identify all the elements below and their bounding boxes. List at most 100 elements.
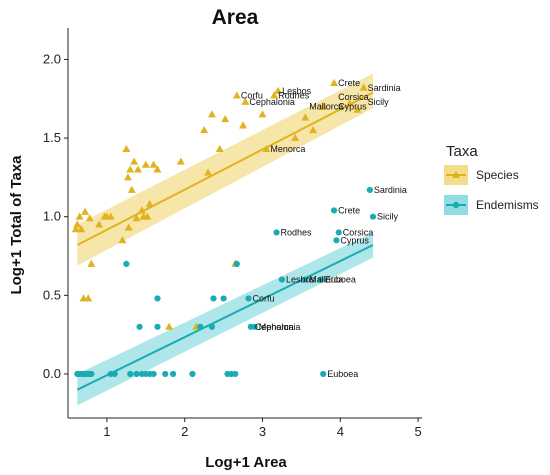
data-point-species bbox=[270, 91, 279, 99]
data-point-endemisms bbox=[232, 370, 239, 378]
data-point-endemisms bbox=[273, 229, 280, 236]
point-label: Corsica bbox=[343, 227, 374, 237]
data-point-species bbox=[132, 214, 141, 222]
point-label: Lesbos bbox=[282, 86, 312, 96]
data-point-species bbox=[301, 113, 310, 121]
data-point-species bbox=[319, 102, 328, 110]
point-label: Cyprus bbox=[338, 102, 367, 112]
confidence-band-endemisms bbox=[77, 232, 373, 406]
data-point-species bbox=[200, 126, 209, 134]
data-point-species bbox=[215, 144, 224, 153]
point-label: Lesbos bbox=[286, 275, 316, 285]
data-point-species bbox=[122, 144, 131, 153]
data-point-species bbox=[359, 83, 368, 91]
data-point-species bbox=[258, 110, 267, 118]
point-label: Euboea bbox=[327, 369, 358, 379]
data-point-endemisms bbox=[330, 207, 338, 214]
data-point-endemisms bbox=[150, 370, 157, 378]
data-point-species bbox=[153, 165, 162, 173]
data-point-endemisms bbox=[154, 295, 161, 302]
data-point-endemisms bbox=[278, 276, 286, 283]
data-point-species bbox=[291, 133, 300, 142]
legend-label-species: Species bbox=[476, 168, 519, 182]
data-point-endemisms bbox=[233, 260, 240, 267]
legend-title: Taxa bbox=[446, 143, 478, 160]
data-point-endemisms bbox=[136, 323, 143, 330]
point-label: Menorca bbox=[270, 144, 305, 154]
data-point-species bbox=[149, 160, 158, 168]
x-axis-label: Log+1 Area bbox=[205, 454, 287, 471]
data-point-endemisms bbox=[245, 295, 252, 302]
point-label: Cyprus bbox=[340, 235, 369, 245]
point-label: Sardinia bbox=[368, 83, 401, 93]
data-point-species bbox=[85, 214, 94, 222]
data-point-species bbox=[330, 78, 339, 86]
point-label: Mallorca bbox=[309, 275, 343, 285]
data-point-species bbox=[239, 121, 248, 129]
data-point-endemisms bbox=[123, 260, 130, 267]
point-label: Sardinia bbox=[374, 185, 407, 195]
data-point-species bbox=[106, 212, 115, 220]
data-point-endemisms bbox=[169, 370, 177, 378]
data-point-species bbox=[87, 259, 96, 267]
data-point-species bbox=[345, 99, 354, 107]
legend-label-endemisms: Endemisms bbox=[476, 198, 539, 212]
data-point-endemisms bbox=[162, 370, 169, 378]
data-point-endemisms bbox=[133, 370, 140, 378]
data-point-endemisms bbox=[317, 276, 324, 283]
data-point-species bbox=[221, 115, 230, 123]
fit-line-endemisms bbox=[76, 244, 374, 391]
point-label: Euboea bbox=[325, 275, 356, 285]
data-point-endemisms bbox=[154, 323, 161, 330]
data-point-endemisms bbox=[189, 370, 196, 378]
data-point-species bbox=[73, 220, 82, 228]
data-point-species bbox=[141, 160, 150, 168]
x-tick-label: 3 bbox=[259, 424, 266, 439]
point-label: Corsica bbox=[338, 92, 369, 102]
data-point-endemisms bbox=[333, 237, 340, 244]
legend-triangle-marker bbox=[452, 170, 460, 178]
data-point-endemisms bbox=[197, 323, 204, 330]
fit-line-species bbox=[76, 91, 374, 246]
data-point-endemisms bbox=[127, 370, 134, 378]
point-label: Cephalonia bbox=[249, 97, 295, 107]
point-label: Sicily bbox=[368, 97, 390, 107]
x-tick-label: 4 bbox=[337, 424, 344, 439]
data-point-species bbox=[137, 206, 146, 214]
data-point-species bbox=[75, 212, 84, 220]
data-point-endemisms bbox=[369, 213, 377, 220]
data-point-species bbox=[207, 110, 216, 118]
x-tick-label: 1 bbox=[103, 424, 110, 439]
y-axis-label: Log+1 Total of Taxa bbox=[8, 155, 25, 295]
data-point-species bbox=[143, 212, 152, 220]
y-tick-label: 1.0 bbox=[43, 209, 61, 224]
point-label: Sicily bbox=[377, 212, 399, 222]
point-label: Crete bbox=[338, 78, 360, 88]
data-point-endemisms bbox=[320, 370, 327, 378]
point-label: Corfu bbox=[241, 91, 263, 101]
point-label: Corfu bbox=[253, 293, 275, 303]
legend: Taxa Species Endemisms bbox=[444, 143, 539, 215]
y-tick-label: 0.5 bbox=[43, 287, 61, 302]
data-point-species bbox=[165, 322, 174, 330]
point-label: Rodhes bbox=[281, 227, 313, 237]
chart-title: Area bbox=[212, 6, 259, 29]
data-point-species bbox=[309, 126, 318, 134]
data-point-species bbox=[130, 157, 139, 165]
legend-circle-marker bbox=[452, 201, 460, 209]
point-label: Mallorca bbox=[309, 102, 343, 112]
data-point-endemisms bbox=[208, 323, 216, 330]
data-point-endemisms bbox=[335, 229, 342, 236]
data-point-species bbox=[81, 207, 90, 215]
data-point-species bbox=[123, 173, 132, 181]
point-label: Crete bbox=[338, 205, 360, 215]
y-tick-label: 0.0 bbox=[43, 366, 61, 381]
data-point-species bbox=[353, 105, 362, 113]
x-tick-label: 2 bbox=[181, 424, 188, 439]
data-point-species bbox=[118, 236, 127, 244]
y-tick-label: 1.5 bbox=[43, 130, 61, 145]
data-point-species bbox=[77, 225, 86, 233]
data-point-species bbox=[241, 97, 250, 105]
